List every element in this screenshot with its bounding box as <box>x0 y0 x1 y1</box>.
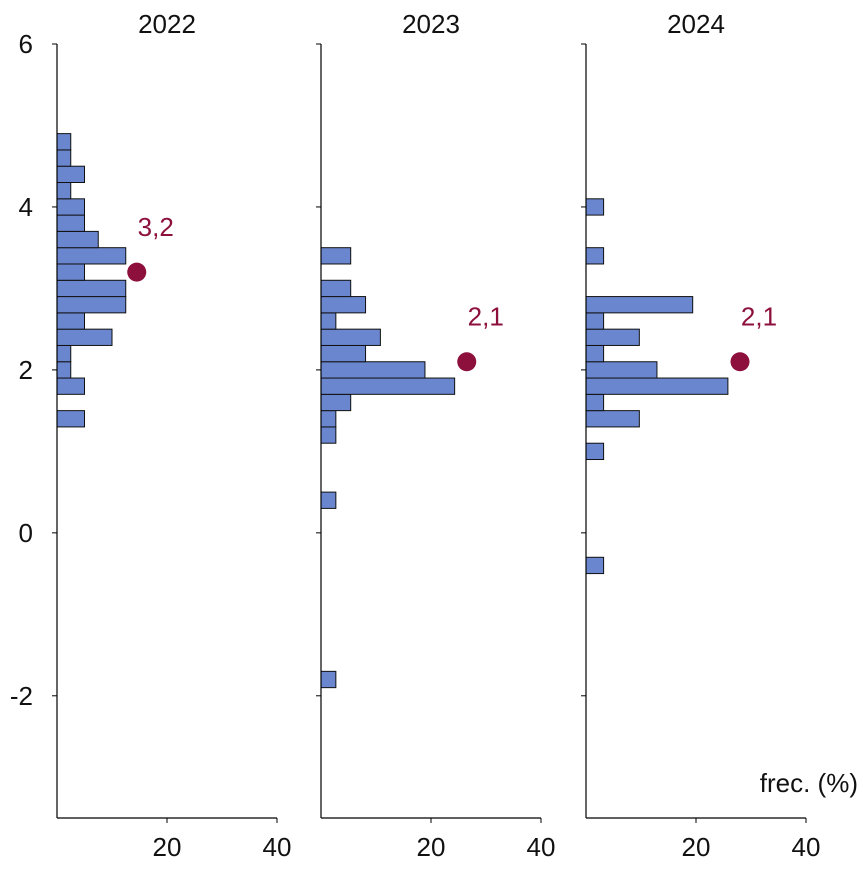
histogram-bar <box>320 312 337 330</box>
x-tick-label: 20 <box>153 832 182 862</box>
histogram-bar <box>56 182 72 200</box>
histogram-bar <box>320 410 337 428</box>
histogram-bar <box>585 377 729 395</box>
histogram-bar <box>56 263 85 281</box>
histogram-bar <box>585 393 605 412</box>
histogram-bar <box>585 247 605 265</box>
y-tick-label: 4 <box>19 192 33 222</box>
mean-point <box>457 352 477 372</box>
histogram-bar <box>585 312 605 330</box>
histogram-bar <box>56 230 99 249</box>
panel-title: 2023 <box>402 9 460 39</box>
x-tick-label: 20 <box>682 832 711 862</box>
histogram-bar <box>585 410 640 428</box>
histogram-bar <box>320 377 456 395</box>
histogram-bar <box>320 247 352 265</box>
x-unit-note: frec. (%) <box>760 768 858 798</box>
histogram-bar <box>320 328 381 346</box>
y-tick-label: 6 <box>19 29 33 59</box>
histogram-bar <box>56 279 127 298</box>
panel-title: 2022 <box>138 9 196 39</box>
histogram-bar <box>56 198 85 216</box>
x-tick-label: 40 <box>263 832 292 862</box>
mean-point-label: 2,1 <box>468 302 504 332</box>
histogram-bar <box>56 214 85 232</box>
histogram-bar <box>56 247 127 265</box>
histogram-bar <box>56 344 72 363</box>
histogram-bar <box>56 410 85 428</box>
histogram-bar <box>585 296 694 314</box>
x-tick-label: 40 <box>792 832 821 862</box>
histogram-bar <box>56 149 72 167</box>
histogram-bar <box>320 361 426 379</box>
y-tick-label: 2 <box>19 355 33 385</box>
histogram-bar <box>585 328 640 346</box>
histogram-bar <box>56 377 85 395</box>
histogram-bar <box>56 296 127 314</box>
histogram-bar <box>56 165 85 184</box>
histogram-bar <box>56 312 85 330</box>
histogram-bar <box>320 491 337 509</box>
histogram-bar <box>585 344 605 363</box>
histogram-bar <box>56 133 72 151</box>
x-tick-label: 40 <box>527 832 556 862</box>
histogram-bar <box>585 361 658 379</box>
mean-point <box>127 262 147 282</box>
histogram-bar <box>320 670 337 689</box>
histogram-bar <box>585 556 605 575</box>
histogram-bar <box>320 296 367 314</box>
histogram-bar <box>585 442 605 461</box>
histogram-bar <box>320 279 352 298</box>
x-tick-label: 20 <box>417 832 446 862</box>
panel-title: 2024 <box>667 9 725 39</box>
mean-point <box>730 352 750 372</box>
histogram-bar <box>585 198 605 216</box>
y-tick-label: -2 <box>10 681 33 711</box>
histogram-bar <box>320 344 367 363</box>
mean-point-label: 3,2 <box>138 212 174 242</box>
mean-point-label: 2,1 <box>741 302 777 332</box>
histogram-bar <box>56 328 113 346</box>
y-tick-label: 0 <box>19 518 33 548</box>
histogram-bar <box>320 426 337 444</box>
histogram-bar <box>320 393 352 412</box>
histogram-bar <box>56 361 72 379</box>
